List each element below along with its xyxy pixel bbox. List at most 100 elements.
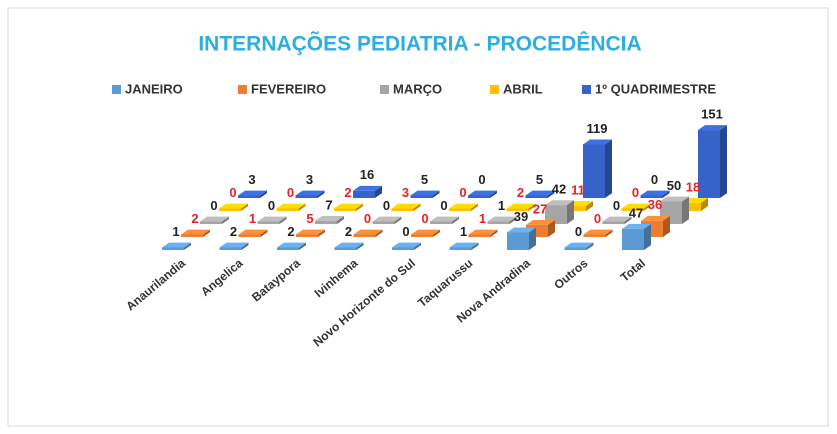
- legend-label: ABRIL: [503, 81, 543, 96]
- bar-top: [238, 190, 267, 196]
- bar-top: [257, 216, 287, 222]
- bar: [468, 190, 497, 198]
- bar-front: [411, 234, 433, 237]
- bar-side: [644, 223, 651, 250]
- bar-side: [317, 190, 325, 198]
- bar-top: [621, 203, 651, 209]
- bar-top: [602, 216, 632, 222]
- bar-front: [219, 247, 242, 250]
- bar-side: [528, 203, 536, 211]
- bar-front: [392, 247, 414, 250]
- data-label: 3: [306, 172, 313, 187]
- bar: [506, 203, 536, 211]
- data-label: 0: [594, 211, 601, 226]
- bar-front: [449, 247, 472, 250]
- bar-front: [564, 206, 586, 211]
- data-label: 0: [478, 172, 485, 187]
- data-label: 0: [364, 211, 371, 226]
- data-label: 0: [651, 172, 658, 187]
- bar-top: [219, 242, 249, 248]
- bar-top: [487, 216, 517, 222]
- bar-side: [356, 242, 364, 250]
- bar-top: [410, 190, 440, 196]
- bar: [296, 229, 325, 237]
- bar-front: [334, 208, 356, 211]
- bar-front: [162, 247, 184, 250]
- bar: [410, 190, 440, 198]
- bar: [698, 125, 727, 198]
- bar: [257, 216, 287, 224]
- bar: [449, 242, 479, 250]
- bar-top: [545, 200, 574, 206]
- bar: [295, 190, 325, 198]
- bar-top: [277, 242, 306, 248]
- data-label: 2: [191, 211, 198, 226]
- bar: [602, 216, 632, 224]
- bar-side: [203, 229, 210, 237]
- bar-front: [487, 221, 510, 224]
- bar-top: [411, 229, 440, 235]
- bar-top: [296, 229, 325, 235]
- bar: [238, 190, 267, 198]
- bar-front: [410, 195, 433, 198]
- data-label: 0: [575, 224, 582, 239]
- bar-side: [433, 229, 440, 237]
- legend-swatch: [582, 85, 591, 94]
- bar-front: [430, 221, 452, 224]
- bar-top: [449, 242, 479, 248]
- bar: [372, 216, 402, 224]
- bar: [449, 203, 478, 211]
- data-label: 2: [345, 224, 352, 239]
- legend-label: 1º QUADRIMESTRE: [595, 81, 716, 96]
- bar: [315, 215, 344, 224]
- data-label: 3: [248, 172, 255, 187]
- bar-top: [353, 185, 382, 191]
- bar-side: [471, 203, 478, 211]
- bar-front: [640, 195, 663, 198]
- bar: [430, 216, 459, 224]
- bar-top: [525, 190, 555, 196]
- bar: [353, 229, 383, 237]
- data-label: 39: [514, 209, 528, 224]
- bar: [391, 203, 421, 211]
- legend-swatch: [490, 85, 499, 94]
- bar-side: [586, 242, 594, 250]
- bar: [468, 229, 498, 237]
- bar-top: [506, 203, 536, 209]
- bar-top: [181, 229, 210, 235]
- legend-label: FEVEREIRO: [251, 81, 326, 96]
- bar-front: [698, 130, 720, 198]
- bar-side: [279, 216, 287, 224]
- bar-side: [299, 242, 306, 250]
- bar-top: [238, 229, 268, 235]
- bar-front: [296, 234, 318, 237]
- bar: [525, 190, 555, 198]
- bar-front: [315, 220, 337, 224]
- bar-side: [605, 139, 612, 198]
- data-label: 1: [172, 224, 179, 239]
- data-label: 7: [325, 197, 332, 212]
- bar-top: [583, 139, 612, 145]
- data-label: 119: [587, 121, 608, 136]
- data-label: 1: [479, 211, 486, 226]
- legend-swatch: [112, 85, 121, 94]
- bar-front: [564, 247, 587, 250]
- bar: [487, 216, 517, 224]
- data-label: 0: [402, 224, 409, 239]
- chart-frame: [7, 7, 829, 427]
- bar-side: [624, 216, 632, 224]
- bar: [621, 203, 651, 211]
- bar-side: [356, 203, 363, 211]
- data-label: 1: [249, 211, 256, 226]
- data-label: 47: [629, 205, 643, 220]
- bar: [334, 242, 364, 250]
- bar: [411, 229, 440, 237]
- bar-front: [583, 234, 606, 237]
- bar-side: [241, 242, 249, 250]
- bar-side: [509, 216, 517, 224]
- bar-top: [507, 227, 536, 233]
- bar: [564, 242, 594, 250]
- bar-front: [238, 195, 260, 198]
- bar-side: [432, 190, 440, 198]
